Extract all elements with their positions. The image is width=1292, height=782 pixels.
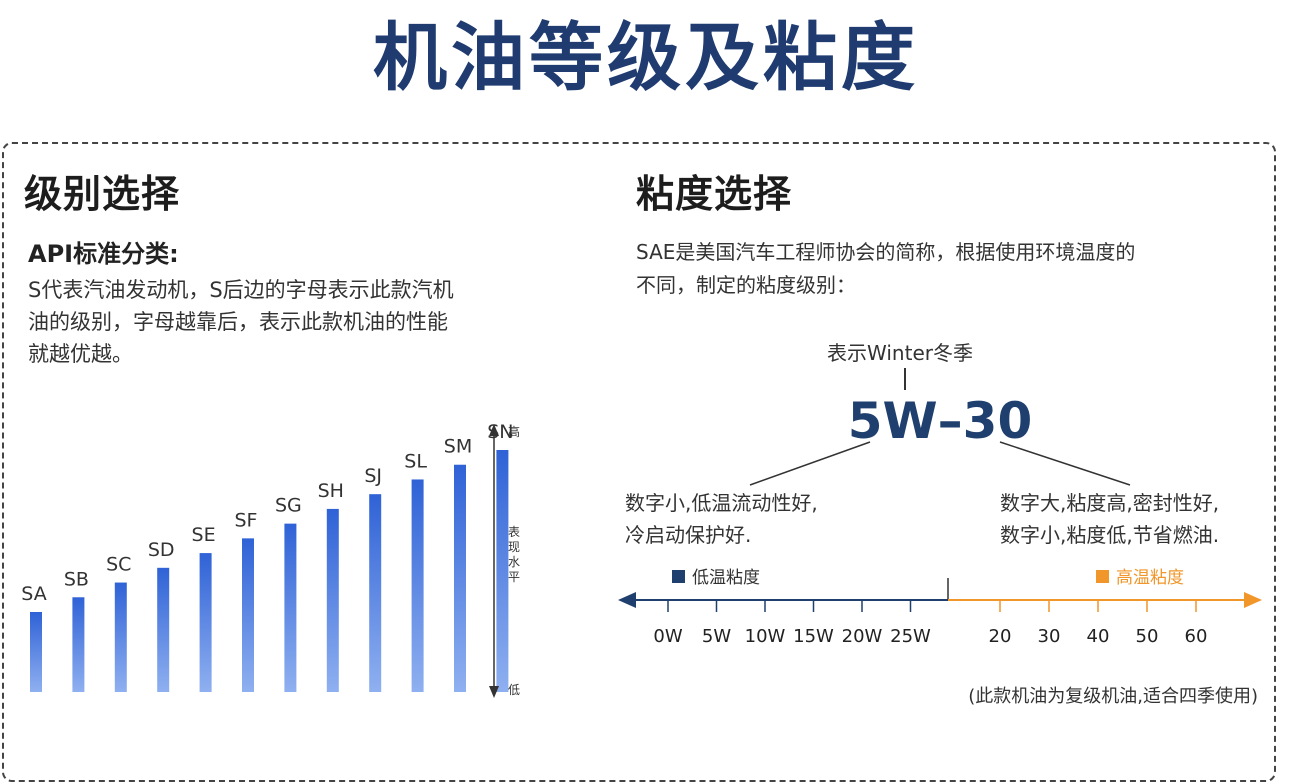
high-legend-swatch [1096,570,1109,583]
scale-tick-label: 60 [1185,626,1208,647]
high-legend-label: 高温粘度 [1116,568,1184,588]
page-title: 机油等级及粘度 [373,15,919,101]
grade-bar [369,494,382,692]
grade-bar [157,567,170,692]
api-description-line: 就越优越。 [28,342,133,366]
high-note-connector [999,441,1131,486]
scale-tick-label: 25W [890,626,931,647]
viscosity-heading: 粘度选择 [636,172,793,216]
grade-label: SJ [364,465,382,487]
footnote: (此款机油为复级机油,适合四季使用) [968,686,1258,707]
grade-label: SE [192,524,216,546]
viscosity-code: 5W–30 [848,392,1033,450]
low-note-line: 数字小,低温流动性好, [625,491,818,515]
axis-title-glyph: 水 [508,555,520,569]
axis-title-glyph: 现 [508,540,520,554]
axis-low-label: 低 [508,683,520,697]
grade-bar [114,582,127,692]
scale-tick-label: 0W [653,626,682,647]
api-description-line: S代表汽油发动机，S后边的字母表示此款汽机 [28,278,454,302]
left-arrow-icon [618,592,636,608]
high-note-line: 数字大,粘度高,密封性好, [1000,491,1219,515]
scale-tick-label: 40 [1087,626,1110,647]
grade-bar [454,464,466,692]
grade-label: SF [235,509,258,531]
grade-label: SA [21,583,46,605]
grade-label: SG [275,495,302,517]
scale-tick-label: 20 [989,626,1012,647]
scale-tick-label: 50 [1136,626,1159,647]
sae-description-line: 不同，制定的粘度级别： [636,273,856,297]
grade-heading: 级别选择 [24,172,181,216]
grade-bar [242,538,254,692]
api-subheading: API标准分类: [28,240,179,268]
grade-label: SL [404,450,427,472]
axis-up-arrow-icon [489,424,499,436]
winter-label: 表示Winter冬季 [827,341,973,365]
grade-bar [30,612,42,692]
sae-description-line: SAE是美国汽车工程师协会的简称，根据使用环境温度的 [636,240,1136,264]
axis-title-glyph: 平 [508,570,520,584]
grade-bar [326,508,339,692]
api-description-line: 油的级别，字母越靠后，表示此款机油的性能 [28,310,448,334]
scale-tick-label: 15W [793,626,834,647]
grade-bar [411,479,424,692]
axis-title-glyph: 表 [508,525,520,539]
low-note-line: 冷启动保护好. [625,523,751,547]
scale-tick-label: 5W [702,626,731,647]
axis-down-arrow-icon [489,686,499,698]
grade-label: SC [106,554,131,576]
grade-label: SH [318,480,344,502]
scale-tick-label: 10W [745,626,786,647]
high-note-line: 数字小,粘度低,节省燃油. [1000,523,1219,547]
grade-label: SM [444,436,472,458]
grade-bar [496,450,509,692]
sae-viscosity-diagram: 表示Winter冬季 5W–30 数字小,低温流动性好, 冷启动保护好. 数字大… [618,341,1262,707]
grade-label: SB [64,568,89,590]
api-description: S代表汽油发动机，S后边的字母表示此款汽机 油的级别，字母越靠后，表示此款机油的… [28,274,454,370]
sae-description: SAE是美国汽车工程师协会的简称，根据使用环境温度的 不同，制定的粘度级别： [636,236,1135,302]
grade-bar [284,523,297,692]
low-legend-label: 低温粘度 [692,568,760,588]
scale-tick-label: 20W [842,626,883,647]
low-legend-swatch [672,570,685,583]
right-arrow-icon [1244,592,1262,608]
axis-high-label: 高 [508,424,520,439]
grade-bar [199,553,212,692]
low-note-connector [749,441,871,486]
grade-label: SD [148,539,175,561]
scale-tick-label: 30 [1038,626,1061,647]
grade-bar [72,597,85,692]
